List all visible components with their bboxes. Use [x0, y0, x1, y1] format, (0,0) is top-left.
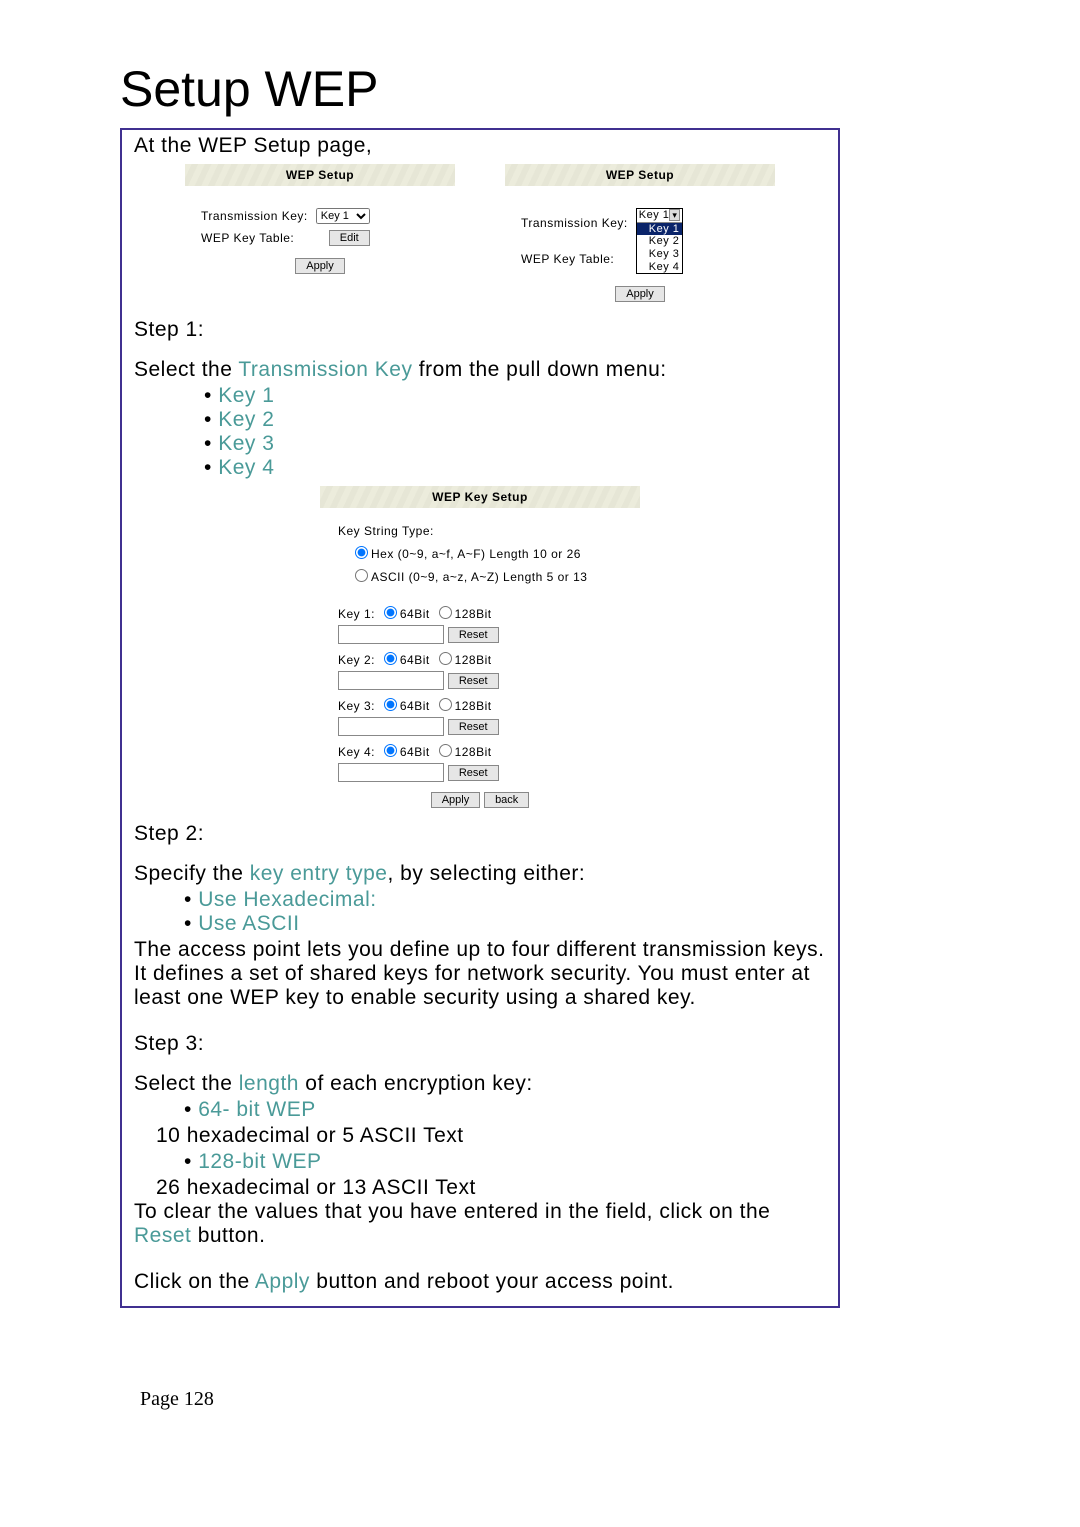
label-64bit: 64Bit [400, 607, 430, 621]
key4-bullet: Key 4 [218, 456, 274, 479]
apply-term: Apply [255, 1270, 310, 1293]
key4-label: Key 4: [338, 745, 375, 759]
key3-128bit-radio[interactable] [439, 698, 452, 711]
key2-64bit-radio[interactable] [384, 652, 397, 665]
transmission-key-dropdown-open[interactable]: Key 1▾ Key 1 Key 2 Key 3 Key 4 [636, 208, 684, 274]
apply-button[interactable]: Apply [295, 258, 345, 274]
step1-text: Select the [134, 358, 238, 381]
dropdown-option-key3[interactable]: Key 3 [637, 248, 683, 261]
wep64-bullet: 64- bit WEP [198, 1098, 316, 1121]
intro-text: At the WEP Setup page, [134, 134, 826, 158]
step1-text-rest: from the pull down menu: [412, 358, 666, 381]
dropdown-option-key1[interactable]: Key 1 [637, 223, 683, 236]
key4-reset-button[interactable]: Reset [448, 765, 499, 781]
wep-setup-screenshot-open: WEP Setup Transmission Key: Key 1▾ Key 1… [505, 164, 775, 312]
transmission-key-select[interactable]: Key 1 [316, 208, 370, 224]
step3-text-rest: of each encryption key: [299, 1072, 533, 1095]
label-128bit: 128Bit [455, 607, 492, 621]
clear-text-b: button. [191, 1224, 265, 1247]
transmission-key-term: Transmission Key [238, 358, 412, 381]
step2-paragraph: The access point lets you define up to f… [134, 938, 826, 1010]
label-64bit: 64Bit [400, 699, 430, 713]
wepkey-back-button[interactable]: back [484, 792, 529, 808]
dropdown-option-key2[interactable]: Key 2 [637, 235, 683, 248]
key4-128bit-radio[interactable] [439, 744, 452, 757]
key2-input[interactable] [338, 671, 444, 690]
step3-text: Select the [134, 1072, 239, 1095]
clear-text-a: To clear the values that you have entere… [134, 1200, 770, 1223]
key2-128bit-radio[interactable] [439, 652, 452, 665]
wep-setup-header: WEP Setup [505, 164, 775, 186]
label-128bit: 128Bit [455, 745, 492, 759]
key2-bullet: Key 2 [218, 408, 274, 431]
key-entry-type-term: key entry type [250, 862, 388, 885]
wep-key-setup-screenshot: WEP Key Setup Key String Type: Hex (0~9,… [320, 486, 640, 818]
use-hex-bullet: Use Hexadecimal: [198, 888, 376, 911]
apply-button[interactable]: Apply [615, 286, 665, 302]
hex-option-text: Hex (0~9, a~f, A~F) Length 10 or 26 [371, 547, 581, 561]
wep128-bullet: 128-bit WEP [198, 1150, 321, 1173]
key3-input[interactable] [338, 717, 444, 736]
final-text-b: button and reboot your access point. [310, 1270, 674, 1293]
key2-label: Key 2: [338, 653, 375, 667]
length-term: length [239, 1072, 299, 1095]
wep-key-table-label: WEP Key Table: [201, 228, 314, 248]
key1-reset-button[interactable]: Reset [448, 627, 499, 643]
use-ascii-bullet: Use ASCII [198, 912, 299, 935]
key3-label: Key 3: [338, 699, 375, 713]
chevron-down-icon: ▾ [669, 209, 680, 221]
label-128bit: 128Bit [455, 653, 492, 667]
key4-64bit-radio[interactable] [384, 744, 397, 757]
key1-input[interactable] [338, 625, 444, 644]
key2-reset-button[interactable]: Reset [448, 673, 499, 689]
transmission-key-label: Transmission Key: [521, 206, 634, 240]
wep64-subtext: 10 hexadecimal or 5 ASCII Text [156, 1124, 826, 1148]
wep-setup-header: WEP Setup [185, 164, 455, 186]
key3-64bit-radio[interactable] [384, 698, 397, 711]
key-string-type-label: Key String Type: [338, 524, 622, 538]
key1-64bit-radio[interactable] [384, 606, 397, 619]
key3-bullet: Key 3 [218, 432, 274, 455]
wep-key-setup-header: WEP Key Setup [320, 486, 640, 508]
label-128bit: 128Bit [455, 699, 492, 713]
final-text-a: Click on the [134, 1270, 255, 1293]
ascii-radio[interactable] [355, 569, 368, 582]
step2-label: Step 2: [134, 822, 826, 846]
ascii-option-text: ASCII (0~9, a~z, A~Z) Length 5 or 13 [371, 570, 587, 584]
instruction-box: At the WEP Setup page, WEP Setup Transmi… [120, 128, 840, 1308]
step1-label: Step 1: [134, 318, 826, 342]
label-64bit: 64Bit [400, 745, 430, 759]
wep128-subtext: 26 hexadecimal or 13 ASCII Text [156, 1176, 826, 1200]
step2-text: Specify the [134, 862, 250, 885]
page-number: Page 128 [0, 1348, 1080, 1411]
key1-label: Key 1: [338, 607, 375, 621]
edit-button[interactable]: Edit [329, 230, 370, 246]
key1-bullet: Key 1 [218, 384, 274, 407]
hex-radio[interactable] [355, 546, 368, 559]
key3-reset-button[interactable]: Reset [448, 719, 499, 735]
page-title: Setup WEP [120, 60, 840, 118]
dropdown-option-key4[interactable]: Key 4 [637, 261, 683, 274]
step3-label: Step 3: [134, 1032, 826, 1056]
reset-term: Reset [134, 1224, 191, 1247]
wep-key-table-label: WEP Key Table: [521, 242, 634, 276]
wepkey-apply-button[interactable]: Apply [431, 792, 481, 808]
transmission-key-label: Transmission Key: [201, 206, 314, 226]
label-64bit: 64Bit [400, 653, 430, 667]
wep-setup-screenshot-closed: WEP Setup Transmission Key: Key 1 [185, 164, 455, 312]
key1-128bit-radio[interactable] [439, 606, 452, 619]
key4-input[interactable] [338, 763, 444, 782]
step2-text-rest: , by selecting either: [387, 862, 585, 885]
